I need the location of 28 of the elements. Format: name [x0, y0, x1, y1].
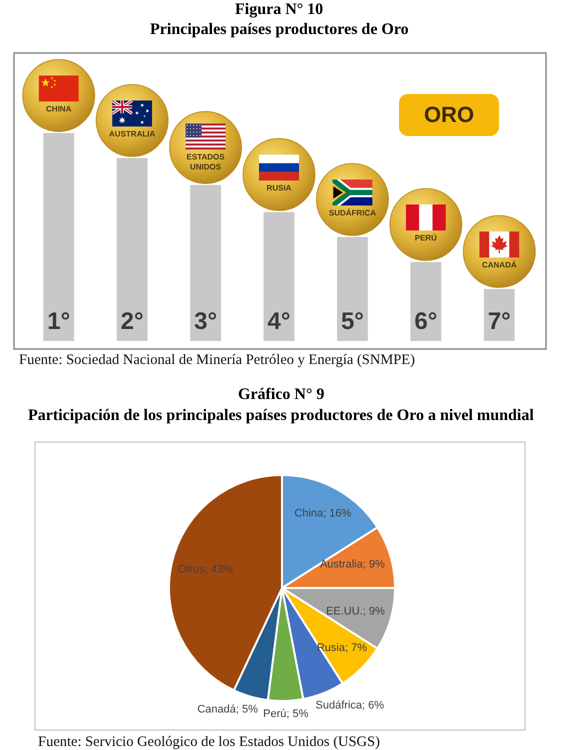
x-tick-label: 4° [268, 308, 290, 336]
slice-label: Canadá; 5% [197, 703, 258, 716]
annotation: RUSIA [266, 184, 292, 193]
annotation: ESTADOS UNIDOS [186, 152, 226, 172]
slice-label: EE.UU.; 9% [326, 606, 385, 618]
slice-label: Perú; 5% [263, 708, 309, 720]
annotation: PERÚ [414, 232, 438, 242]
chart-title: Figura N° 10 [235, 1, 324, 18]
annotation: CHINA [46, 104, 72, 114]
chart-title: Gráfico N° 9 [238, 386, 324, 403]
x-tick-label: 7° [488, 308, 511, 336]
annotation: AUSTRALIA [109, 130, 156, 139]
source-note: Fuente: Servicio Geológico de los Estados Unidos (USGS) [38, 734, 380, 750]
x-tick-label: 5° [340, 308, 364, 336]
slice-label: China; 16% [294, 508, 352, 520]
x-tick-label: 1° [47, 308, 70, 336]
chart-subtitle: Principales países productores de Oro [150, 21, 409, 38]
text: ORO [399, 94, 499, 136]
x-tick-label: 6° [414, 308, 438, 336]
slice-label: Sudáfrica; 6% [316, 700, 384, 712]
x-tick-label: 2° [120, 308, 144, 336]
annotation: SUDÁFRICA [328, 208, 376, 218]
chart-subtitle: Participación de los principales países productores de Oro a nivel mundial [28, 407, 534, 424]
slice-label: Australia; 9% [320, 558, 385, 570]
annotation: CANADÁ [482, 260, 517, 270]
slice-label: Otros; 43% [178, 564, 234, 576]
source-note: Fuente: Sociedad Nacional de Minería Petróleo y Energía (SNMPE) [19, 352, 416, 368]
x-tick-label: 3° [194, 308, 218, 336]
